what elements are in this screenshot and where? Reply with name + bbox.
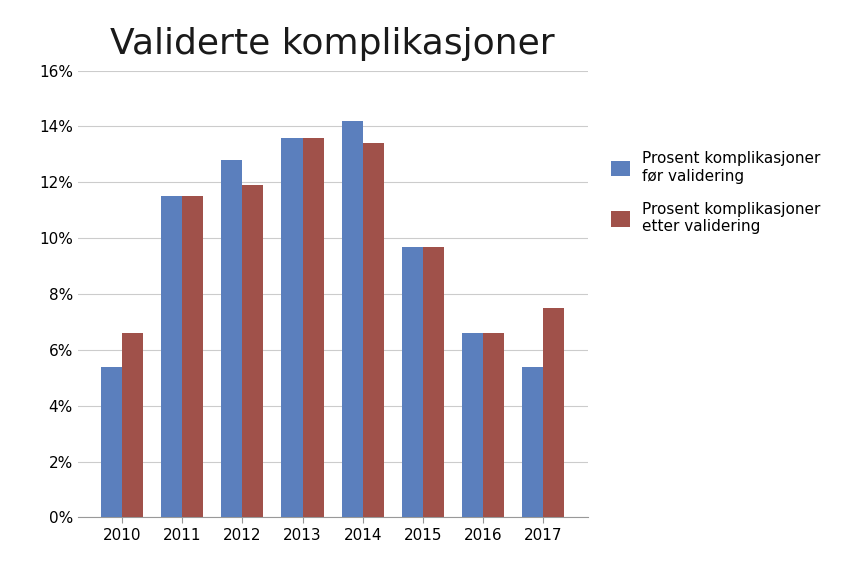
Bar — [282, 138, 302, 517]
Bar — [302, 138, 324, 517]
Title: Validerte komplikasjoner: Validerte komplikasjoner — [111, 27, 555, 61]
Legend: Prosent komplikasjoner
før validering, Prosent komplikasjoner
etter validering: Prosent komplikasjoner før validering, P… — [606, 145, 827, 240]
Bar — [363, 143, 384, 517]
Bar — [243, 185, 264, 517]
Bar — [101, 367, 122, 517]
Bar — [402, 246, 422, 517]
Bar — [422, 246, 444, 517]
Bar — [543, 308, 564, 517]
Bar — [182, 196, 203, 517]
Bar — [341, 121, 363, 517]
Bar — [483, 333, 505, 517]
Bar — [522, 367, 543, 517]
Bar — [221, 160, 243, 517]
Bar — [462, 333, 483, 517]
Bar — [122, 333, 143, 517]
Bar — [161, 196, 182, 517]
